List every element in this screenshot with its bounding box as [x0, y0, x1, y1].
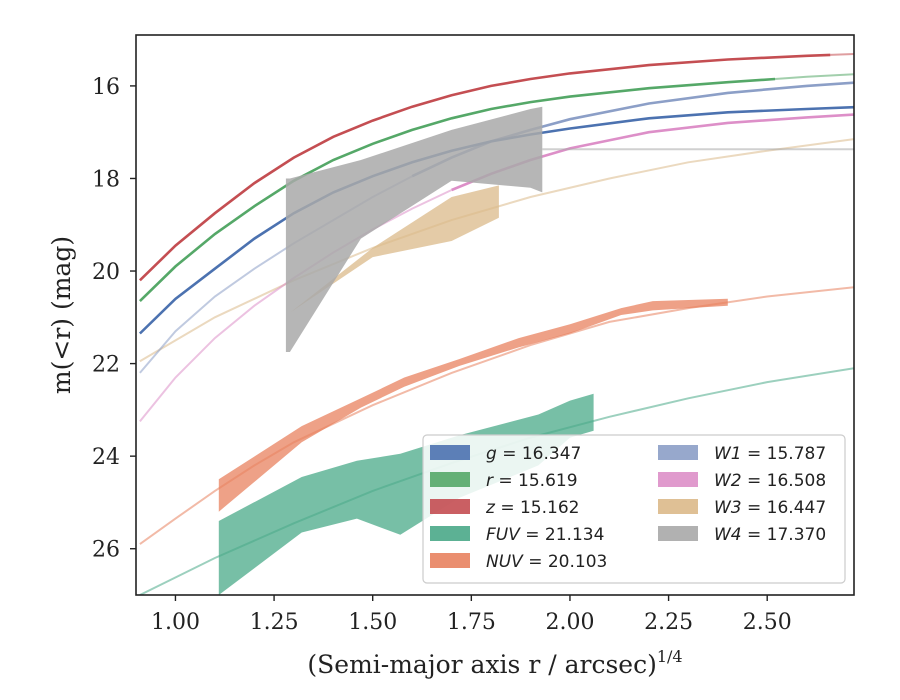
legend-var-g: g: [486, 444, 497, 464]
x-tick-label: 2.25: [644, 610, 693, 635]
legend-label-r: r = 15.619: [486, 471, 578, 491]
legend-swatch-w4: [658, 526, 698, 541]
legend-label-z: z = 15.162: [485, 498, 579, 518]
legend-var-fuv: FUV: [486, 525, 521, 545]
x-axis-ticks: 1.00 1.25 1.50 1.75 2.00 2.25 2.50: [151, 595, 792, 635]
legend-value-w4: = 17.370: [742, 525, 827, 545]
legend-swatch-w2: [658, 472, 698, 487]
series-r-line: [138, 77, 776, 303]
legend-value-g: = 16.347: [497, 444, 582, 464]
legend-label-nuv: NUV = 20.103: [486, 552, 607, 572]
legend-var-nuv: NUV: [486, 552, 524, 572]
legend-value-nuv: = 20.103: [523, 552, 608, 572]
series-w3-band: [289, 185, 499, 313]
y-tick-label: 22: [92, 353, 120, 378]
x-tick-label: 1.75: [447, 610, 496, 635]
x-tick-label: 1.25: [250, 610, 299, 635]
series-w4-band: [285, 106, 543, 352]
legend-var-z: z: [485, 498, 496, 518]
series-z-model-line: [830, 53, 854, 56]
legend-swatch-w1: [658, 445, 698, 460]
x-tick-label: 1.00: [151, 610, 200, 635]
legend-label-w4: W4 = 17.370: [714, 525, 826, 545]
legend-label-g: g = 16.347: [486, 444, 581, 464]
legend-swatch-fuv: [430, 526, 470, 541]
legend-label-w3: W3 = 16.447: [714, 498, 826, 518]
legend-swatch-g: [430, 445, 470, 460]
y-tick-label: 20: [92, 260, 120, 285]
legend-value-w1: = 15.787: [742, 444, 827, 464]
x-axis-title: (Semi-major axis r / arcsec)1/4: [307, 647, 682, 679]
series-r-model-line: [775, 73, 854, 80]
legend-var-w3: W3: [714, 498, 742, 518]
x-tick-label: 2.50: [743, 610, 792, 635]
legend-var-w1: W1: [714, 444, 742, 464]
plot-frame: [135, 34, 855, 596]
legend-frame: [422, 434, 846, 584]
legend-var-w4: W4: [714, 525, 742, 545]
legend-value-z: = 15.162: [495, 498, 580, 518]
legend-label-w1: W1 = 15.787: [714, 444, 826, 464]
x-tick-label: 1.50: [348, 610, 397, 635]
legend-swatch-w3: [658, 499, 698, 514]
y-tick-label: 26: [92, 538, 120, 563]
series-z-line: [138, 53, 831, 282]
y-tick-label: 24: [92, 445, 120, 470]
x-axis-title-exponent: 1/4: [657, 647, 683, 666]
legend-value-r: = 15.619: [493, 471, 578, 491]
legend-var-w2: W2: [714, 471, 742, 491]
legend-label-fuv: FUV = 21.134: [486, 525, 604, 545]
y-tick-label: 16: [92, 75, 120, 100]
legend-value-w3: = 16.447: [742, 498, 827, 518]
legend-swatch-r: [430, 472, 470, 487]
x-tick-label: 2.00: [545, 610, 594, 635]
legend-value-w2: = 16.508: [742, 471, 827, 491]
legend-var-r: r: [486, 471, 494, 491]
y-axis-title: m(<r) (mag): [47, 236, 76, 394]
y-tick-label: 18: [92, 167, 120, 192]
legend-value-fuv: = 21.134: [520, 525, 605, 545]
y-axis-ticks: 16 18 20 22 24 26: [92, 75, 136, 563]
legend-label-w2: W2 = 16.508: [714, 471, 826, 491]
x-axis-title-text: (Semi-major axis r / arcsec): [307, 650, 656, 679]
legend-swatch-z: [430, 499, 470, 514]
legend-swatch-nuv: [430, 553, 470, 568]
